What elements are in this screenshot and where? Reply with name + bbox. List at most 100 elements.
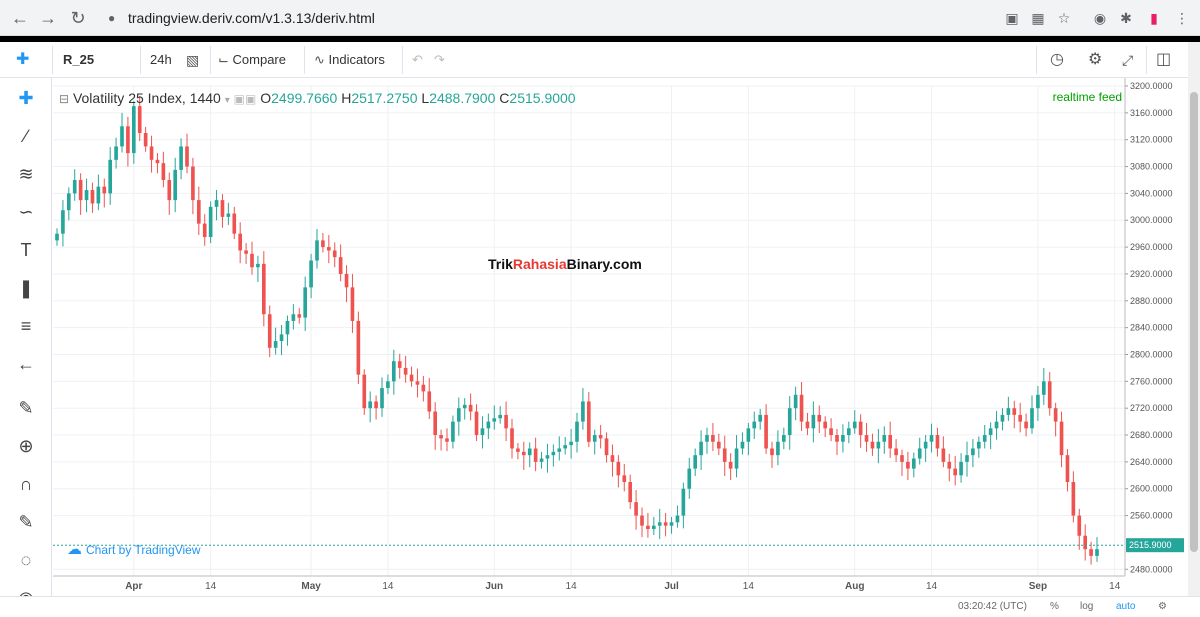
- symbol-button[interactable]: R_25: [63, 52, 95, 67]
- text-icon[interactable]: T: [20, 240, 32, 260]
- back-icon[interactable]: ←: [11, 8, 29, 28]
- chart-area[interactable]: 3200.0000 3160.0000 3120.0000 3080.0000 3040…: [53, 78, 1200, 598]
- scrollbar-thumb[interactable]: [1190, 92, 1198, 552]
- candle-body: [161, 163, 166, 180]
- menu-icon[interactable]: ⋮: [1175, 10, 1189, 26]
- candle-body: [149, 146, 154, 160]
- candle-body: [711, 435, 715, 442]
- brush-icon[interactable]: ∽: [18, 202, 34, 222]
- indicators-label: Indicators: [328, 52, 385, 67]
- toolbar-divider: [140, 46, 141, 74]
- redo-icon[interactable]: ↷: [434, 52, 445, 67]
- ruler-icon[interactable]: ✎: [18, 398, 34, 418]
- reload-icon[interactable]: ↻: [70, 8, 86, 28]
- x-tick-label: 14: [382, 581, 394, 592]
- candle-body: [569, 441, 573, 446]
- x-tick-label: May: [301, 581, 321, 592]
- lock-icon[interactable]: ◌: [20, 550, 32, 570]
- crosshair-icon[interactable]: ✚: [16, 51, 30, 68]
- y-tick-label: 2920.0000: [1130, 269, 1173, 279]
- legend-collapse-icon[interactable]: ⊟: [59, 92, 70, 106]
- percent-toggle[interactable]: %: [1050, 601, 1059, 612]
- candle-body: [238, 233, 243, 251]
- tradingview-credit[interactable]: ☁ Chart by TradingView: [67, 540, 201, 558]
- candle-body: [179, 146, 183, 170]
- save-icon[interactable]: ◫: [1156, 51, 1172, 68]
- globe-icon[interactable]: ◉: [1093, 10, 1107, 26]
- fullscreen-icon[interactable]: ⤢: [1122, 52, 1134, 68]
- y-tick-label: 3160.0000: [1130, 108, 1173, 118]
- drawing-toolbar: ✚ ∕ ≋ ∽ T ❚ ≡ ← ✎ ⊕ ∩ ✎ ◌ ◉: [0, 78, 52, 616]
- candle-body: [462, 404, 467, 409]
- candle-body: [374, 401, 378, 409]
- stats-icon[interactable]: ▮: [1150, 10, 1158, 26]
- candle-body: [776, 441, 780, 456]
- candle-body: [309, 260, 313, 288]
- candle-body: [965, 455, 969, 462]
- candle-body: [657, 522, 662, 526]
- candle-body: [1018, 414, 1023, 422]
- prediction-icon[interactable]: ≡: [20, 316, 32, 336]
- candle-body: [72, 179, 77, 194]
- y-tick-label: 2840.0000: [1130, 323, 1173, 333]
- candle-body: [935, 435, 940, 449]
- arrow-left-icon[interactable]: ←: [17, 354, 35, 374]
- star-icon[interactable]: ☆: [1057, 10, 1071, 26]
- compare-button[interactable]: ⌙ Compare: [218, 42, 286, 78]
- candle-body: [1006, 408, 1011, 415]
- address-bar[interactable]: ● tradingview.deriv.com/v1.3.13/deriv.ht…: [100, 5, 1085, 31]
- x-tick-label: 14: [1109, 581, 1121, 592]
- undo-icon[interactable]: ↶: [412, 52, 423, 67]
- x-tick-label: Jun: [485, 581, 503, 592]
- trendline-icon[interactable]: ∕: [24, 126, 28, 146]
- candle-body: [728, 461, 733, 469]
- candle-body: [516, 448, 520, 452]
- candle-style-icon[interactable]: ▧: [186, 52, 200, 68]
- candle-body: [882, 435, 887, 442]
- candle-body: [61, 210, 65, 234]
- log-toggle[interactable]: log: [1080, 601, 1094, 612]
- forward-icon[interactable]: →: [39, 8, 57, 28]
- cast-icon[interactable]: ▣: [1005, 10, 1019, 26]
- crosshair-icon[interactable]: ✚: [18, 88, 34, 108]
- auto-toggle[interactable]: auto: [1116, 601, 1136, 612]
- y-tick-label: 2800.0000: [1130, 349, 1173, 359]
- y-tick-label: 2760.0000: [1130, 376, 1173, 386]
- candle-body: [256, 263, 260, 268]
- candle-body: [391, 361, 396, 382]
- candle-body: [817, 414, 822, 422]
- utc-time[interactable]: 03:20:42 (UTC): [958, 601, 1027, 612]
- candle-body: [137, 106, 142, 133]
- zoom-in-icon[interactable]: ⊕: [18, 436, 34, 456]
- candlestick-chart[interactable]: 3200.0000 3160.0000 3120.0000 3080.0000 3040…: [53, 78, 1188, 596]
- candle-body: [628, 482, 633, 503]
- pattern-icon[interactable]: ❚: [18, 278, 34, 298]
- candle-body: [486, 421, 491, 429]
- puzzle-icon[interactable]: ✱: [1120, 10, 1132, 26]
- candle-body: [326, 247, 331, 251]
- fib-icon[interactable]: ≋: [18, 164, 34, 184]
- realtime-feed-label: realtime feed: [1052, 90, 1122, 104]
- extension-icon[interactable]: ▦: [1031, 10, 1045, 26]
- candle-body: [846, 428, 851, 436]
- candle-body: [338, 257, 343, 274]
- gear-icon[interactable]: ⚙: [1158, 601, 1167, 612]
- legend-settings-icon[interactable]: ▣▣: [233, 92, 257, 106]
- y-tick-label: 2600.0000: [1130, 484, 1173, 494]
- chart-background: [53, 78, 1188, 596]
- candle-body: [722, 448, 727, 462]
- candle-body: [356, 320, 361, 375]
- magnet-icon[interactable]: ∩: [19, 474, 33, 494]
- candle-body: [368, 401, 373, 409]
- candle-body: [321, 240, 325, 248]
- candle-body: [267, 314, 272, 348]
- indicators-icon: ∿: [314, 52, 329, 67]
- camera-icon[interactable]: ◷: [1050, 51, 1064, 68]
- indicators-button[interactable]: ∿ Indicators: [314, 42, 385, 78]
- lock-drawing-icon[interactable]: ✎: [18, 512, 34, 532]
- interval-button[interactable]: 24h: [150, 52, 172, 67]
- candle-body: [126, 126, 130, 154]
- gear-icon[interactable]: ⚙: [1088, 51, 1103, 68]
- legend-dropdown-icon[interactable]: ▾: [224, 95, 230, 106]
- candle-body: [1071, 482, 1076, 516]
